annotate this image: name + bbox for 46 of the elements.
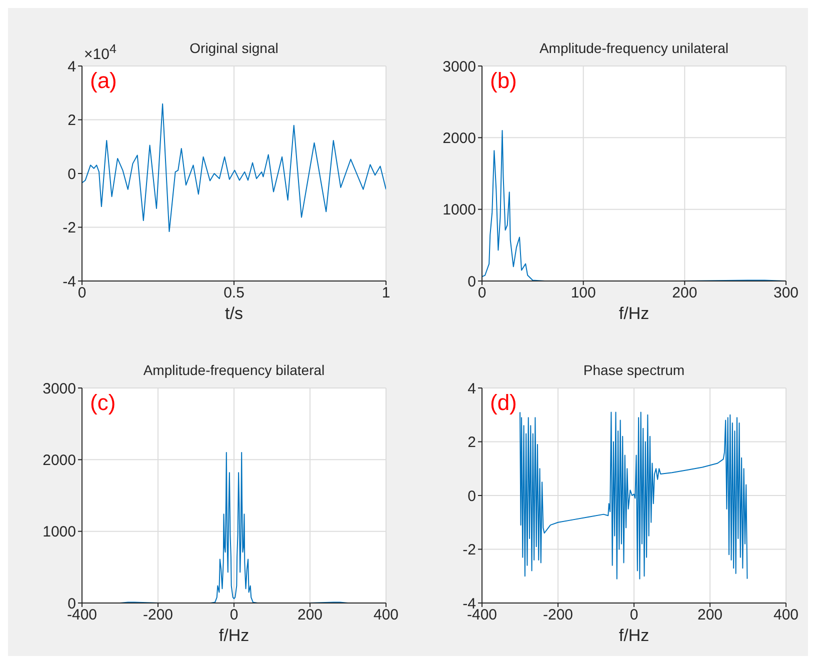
text: ×10$^{4}$	[84, 42, 116, 63]
x-tick-label: 200	[672, 284, 698, 302]
y-tick-label: -2	[62, 220, 76, 237]
x-axis-title: f/Hz	[618, 626, 650, 645]
x-axis-title: f/Hz	[618, 304, 650, 323]
annotation: (d)	[490, 390, 517, 415]
x-tick-label: 0	[230, 606, 238, 624]
annotation: (c)	[90, 390, 116, 415]
x-axis-title: f/Hz	[218, 626, 250, 645]
y-tick-label: 0	[468, 488, 476, 505]
x-tick-label: -200	[142, 606, 174, 624]
y-tick-label: 0	[68, 595, 76, 612]
x-tick-label: 300	[773, 284, 799, 302]
x-tick-label: 0.5	[224, 284, 244, 302]
line-series	[120, 452, 348, 603]
y-tick-label: 2000	[442, 130, 476, 147]
x-tick-label: 200	[697, 606, 723, 624]
y-tick-label: 1000	[442, 202, 476, 219]
annotation: (a)	[90, 68, 117, 93]
x-tick-label: 400	[773, 606, 799, 624]
y-tick-label: 1000	[42, 524, 76, 541]
annotation: (b)	[490, 68, 517, 93]
y-tick-label: 0	[468, 273, 476, 290]
chart-title: Original signal	[190, 40, 278, 56]
y-tick-label: 2	[468, 434, 476, 452]
x-axis-title: t/s	[225, 304, 243, 323]
x-tick-label: -200	[542, 606, 574, 624]
y-tick-label: 4	[68, 58, 76, 76]
x-tick-label: 1	[382, 284, 390, 302]
y-tick-label: 2	[68, 112, 76, 130]
x-tick-label: 200	[297, 606, 323, 624]
x-tick-label: 0	[630, 606, 638, 624]
chart-title: Amplitude-frequency unilateral	[539, 40, 729, 56]
y-tick-label: 3000	[442, 58, 476, 76]
y-tick-label: 4	[468, 380, 476, 398]
y-tick-label: -4	[62, 273, 76, 290]
line-series	[82, 103, 386, 232]
chart-title: Amplitude-frequency bilateral	[143, 362, 325, 378]
chart-title: Phase spectrum	[583, 362, 685, 378]
y-tick-label: 3000	[42, 380, 76, 398]
x-tick-label: 100	[570, 284, 596, 302]
y-tick-label: 0	[68, 166, 76, 183]
line-series	[520, 412, 748, 580]
y-tick-label: 2000	[42, 452, 76, 469]
y-tick-label: -2	[462, 542, 476, 559]
x-tick-label: 400	[373, 606, 399, 624]
